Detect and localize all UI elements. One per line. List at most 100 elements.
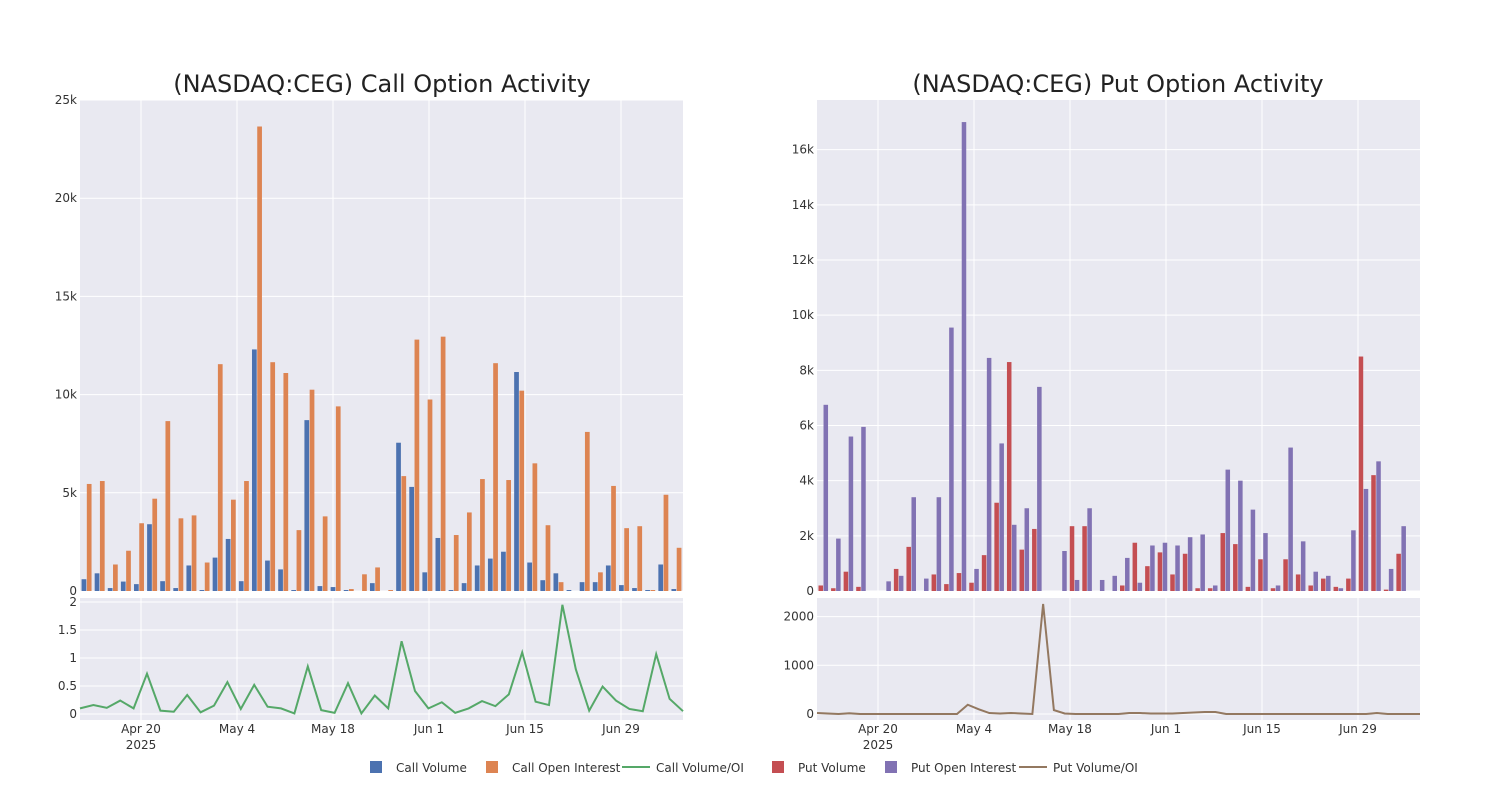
put-put-volume-bar — [831, 588, 836, 591]
call-bar-y-tick-label: 20k — [55, 191, 77, 205]
call-call-volume-bar — [461, 583, 467, 591]
put-put-volume-bar — [818, 585, 824, 591]
call-call-open-interest-bar — [558, 582, 564, 591]
put-put-open-interest-bar — [1313, 571, 1318, 591]
put-bar-y-tick-label: 14k — [792, 198, 814, 212]
call-call-volume-bar — [251, 349, 257, 591]
put-put-open-interest-bar — [1162, 542, 1168, 591]
call-call-open-interest-bar — [388, 590, 394, 591]
call-x-tick-label: Jun 1 — [413, 722, 444, 736]
put-put-open-interest-bar — [1376, 461, 1381, 591]
call-call-open-interest-bar — [178, 518, 184, 591]
call-call-volume-bar — [173, 588, 179, 591]
put-put-volume-bar — [1333, 586, 1339, 591]
call-call-volume-bar — [94, 573, 100, 591]
put-x-tick-label: May 18 — [1048, 722, 1092, 736]
call-call-open-interest-bar — [86, 483, 92, 591]
legend-put-volume-swatch — [772, 761, 784, 773]
call-call-open-interest-bar — [545, 525, 551, 591]
put-put-volume-bar — [1346, 578, 1351, 591]
call-ratio-y-tick-label: 2 — [69, 595, 77, 609]
put-put-volume-bar — [1006, 362, 1012, 591]
put-bar-y-tick-label: 8k — [799, 363, 814, 377]
put-put-open-interest-bar — [861, 426, 866, 591]
call-call-volume-bar — [553, 573, 559, 591]
call-call-open-interest-bar — [257, 126, 262, 591]
legend-put-volume-oi-label: Put Volume/OI — [1053, 761, 1138, 775]
put-put-volume-bar — [1207, 588, 1213, 591]
call-x-tick-label: Jun 15 — [505, 722, 544, 736]
put-put-volume-bar — [1371, 475, 1376, 591]
call-ratio-line — [79, 604, 684, 716]
legend-call-open-interest-label: Call Open Interest — [512, 761, 621, 775]
call-call-volume-bar — [501, 551, 506, 591]
call-call-volume-bar — [474, 565, 480, 591]
call-call-volume-bar — [147, 524, 152, 591]
call-call-volume-bar — [343, 590, 349, 591]
put-put-open-interest-bar — [1150, 545, 1155, 591]
call-call-volume-bar — [671, 589, 677, 591]
put-put-volume-bar — [1182, 553, 1188, 591]
put-put-open-interest-bar — [1175, 545, 1180, 591]
call-ratio-y-tick-label: 0 — [69, 707, 77, 721]
call-call-open-interest-bar — [611, 485, 616, 591]
put-put-open-interest-bar — [999, 443, 1004, 591]
put-put-volume-bar — [1358, 356, 1364, 591]
put-put-volume-bar — [1132, 542, 1138, 591]
put-put-open-interest-bar — [1263, 533, 1268, 591]
call-x-tick-label: Apr 20 — [121, 722, 161, 736]
put-put-open-interest-bar — [1388, 568, 1394, 591]
put-put-volume-bar — [944, 584, 949, 591]
put-put-volume-bar — [1258, 559, 1263, 591]
call-call-open-interest-bar — [453, 535, 459, 591]
call-bar-y-tick-label: 10k — [55, 388, 77, 402]
put-put-volume-bar — [893, 568, 899, 591]
call-bar-y-tick-label: 25k — [55, 93, 77, 107]
put-put-volume-bar — [1019, 549, 1025, 591]
call-call-open-interest-bar — [217, 364, 223, 591]
call-x-tick-label: May 4 — [219, 722, 255, 736]
put-chart-title: (NASDAQ:CEG) Put Option Activity — [912, 70, 1323, 98]
legend: Call Volume Call Open Interest Call Volume… — [370, 761, 1138, 775]
put-bar-y-tick-label: 6k — [799, 418, 814, 432]
call-call-open-interest-bar — [637, 526, 643, 591]
put-ratio-panel: 0 1000 2000 Apr 20 May 4 May 18 Jun 1 Jun 15 Ju… — [783, 598, 1420, 752]
put-bars — [818, 122, 1406, 591]
call-x-tick-label: May 18 — [311, 722, 355, 736]
call-call-volume-bar — [304, 420, 310, 591]
call-call-open-interest-bar — [624, 528, 629, 591]
put-bar-y-tick-label: 12k — [792, 253, 814, 267]
put-put-open-interest-bar — [1011, 524, 1017, 591]
call-chart-title: (NASDAQ:CEG) Call Option Activity — [173, 70, 590, 98]
call-call-open-interest-bar — [506, 480, 512, 591]
put-put-volume-bar — [856, 586, 861, 591]
call-call-open-interest-bar — [244, 481, 249, 591]
call-call-open-interest-bar — [191, 515, 197, 591]
call-call-volume-bar — [107, 588, 113, 591]
put-put-volume-bar — [981, 555, 987, 591]
put-put-volume-bar — [931, 574, 937, 591]
call-call-volume-bar — [81, 579, 87, 591]
call-call-open-interest-bar — [309, 389, 315, 591]
put-put-open-interest-bar — [1187, 537, 1193, 591]
call-call-volume-bar — [448, 590, 454, 591]
put-bar-y-tick-label: 4k — [799, 474, 814, 488]
call-bar-y-tick-label: 15k — [55, 289, 77, 303]
put-ratio-y-tick-label: 0 — [806, 707, 814, 721]
put-put-volume-bar — [1220, 533, 1226, 591]
put-put-open-interest-bar — [1137, 582, 1143, 591]
call-ratio-panel: 0 0.5 1 1.5 2 Apr 20 May 4 May 18 Jun 1 Jun 15 Ju… — [58, 595, 684, 752]
call-bar-y-tick-label: 0 — [69, 584, 77, 598]
put-put-open-interest-bar — [1112, 575, 1117, 591]
put-put-volume-bar — [994, 502, 999, 591]
put-bar-y-tick-label: 16k — [792, 143, 814, 157]
call-bar-y-tick-label: 5k — [62, 486, 77, 500]
call-call-volume-bar — [120, 581, 126, 591]
call-call-volume-bar — [527, 562, 532, 591]
put-put-open-interest-bar — [823, 404, 829, 591]
put-put-volume-bar — [1069, 526, 1075, 591]
put-put-open-interest-bar — [886, 581, 891, 591]
put-put-volume-bar — [1283, 559, 1288, 591]
put-put-open-interest-bar — [1250, 509, 1256, 591]
